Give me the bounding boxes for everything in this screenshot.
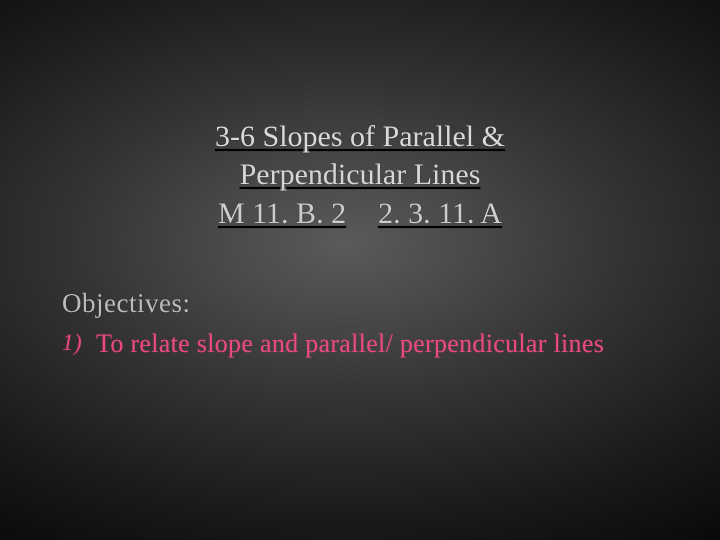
title-code-left: M 11. B. 2 — [218, 197, 346, 230]
title-line-3: M 11. B. 2 2. 3. 11. A — [0, 195, 720, 233]
title-line-2: Perpendicular Lines — [0, 156, 720, 194]
title-code-right: 2. 3. 11. A — [378, 197, 502, 230]
objectives-section: Objectives: 1) To relate slope and paral… — [62, 288, 662, 361]
slide-title: 3-6 Slopes of Parallel & Perpendicular L… — [0, 118, 720, 233]
list-item-number: 1) — [62, 327, 84, 358]
objectives-list: 1) To relate slope and parallel/ perpend… — [62, 327, 662, 361]
objectives-heading: Objectives: — [62, 288, 662, 319]
slide: 3-6 Slopes of Parallel & Perpendicular L… — [0, 0, 720, 540]
list-item: 1) To relate slope and parallel/ perpend… — [62, 327, 662, 361]
title-line-1: 3-6 Slopes of Parallel & — [0, 118, 720, 156]
list-item-text: To relate slope and parallel/ perpendicu… — [96, 327, 604, 361]
